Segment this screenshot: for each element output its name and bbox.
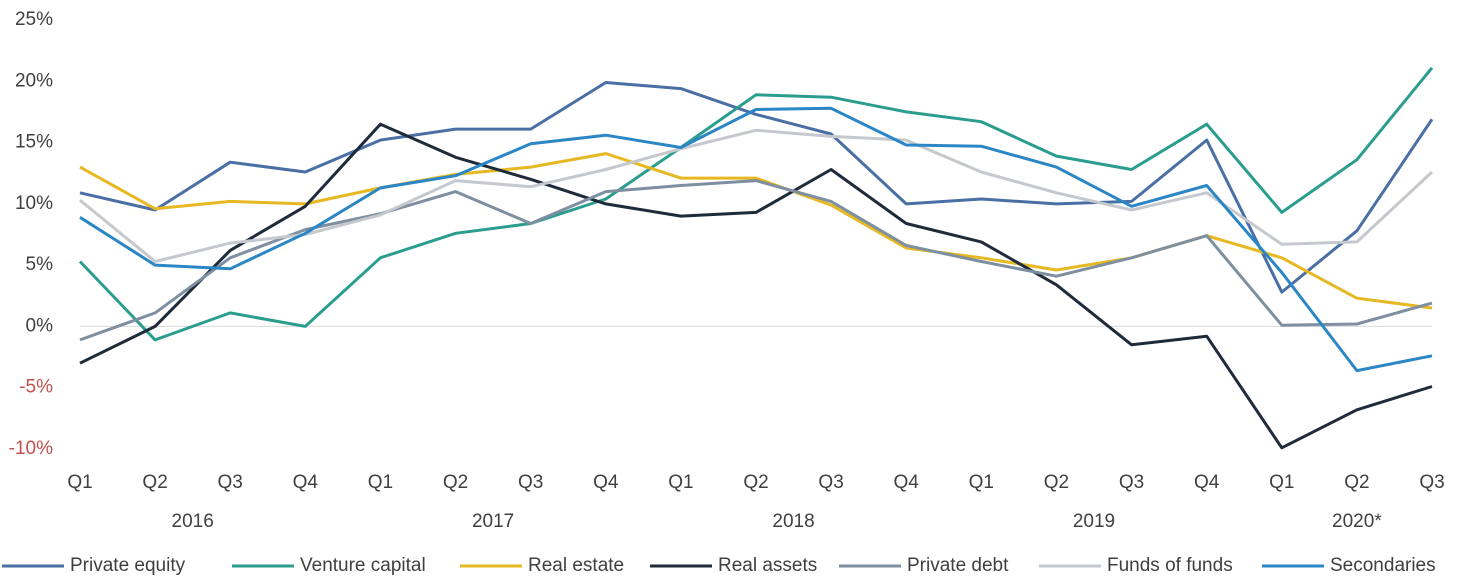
x-tick-label: Q4 xyxy=(894,472,920,493)
x-tick-label: Q4 xyxy=(593,472,619,493)
legend-label: Private debt xyxy=(907,555,1009,576)
x-group-label: 2019 xyxy=(1073,511,1115,532)
x-group-label: 2016 xyxy=(172,511,214,532)
y-tick-label: 5% xyxy=(26,254,54,275)
x-tick-label: Q3 xyxy=(1119,472,1144,493)
y-tick-label: 0% xyxy=(26,315,54,336)
x-tick-label: Q2 xyxy=(1344,472,1369,493)
x-tick-label: Q4 xyxy=(1194,472,1220,493)
y-tick-label: 25% xyxy=(15,9,53,30)
x-group-label: 2018 xyxy=(772,511,814,532)
x-tick-label: Q1 xyxy=(368,472,393,493)
x-tick-label: Q3 xyxy=(818,472,843,493)
x-tick-label: Q2 xyxy=(743,472,768,493)
x-tick-label: Q1 xyxy=(668,472,693,493)
y-tick-label: -10% xyxy=(9,438,53,459)
legend-label: Secondaries xyxy=(1330,555,1436,576)
legend-label: Real estate xyxy=(528,555,624,576)
x-tick-label: Q2 xyxy=(443,472,468,493)
series-line xyxy=(79,81,1434,294)
x-tick-label: Q1 xyxy=(67,472,92,493)
legend-label: Venture capital xyxy=(300,555,426,576)
legend-label: Funds of funds xyxy=(1107,555,1233,576)
y-tick-label: 15% xyxy=(15,132,53,153)
series-line xyxy=(79,152,1433,310)
x-tick-label: Q3 xyxy=(1419,472,1444,493)
legend-label: Real assets xyxy=(718,555,817,576)
x-group-label: 2020* xyxy=(1332,511,1382,532)
x-tick-label: Q1 xyxy=(969,472,994,493)
series-line xyxy=(79,179,1433,342)
series-line xyxy=(79,106,1433,373)
x-tick-label: Q3 xyxy=(218,472,243,493)
x-tick-label: Q3 xyxy=(518,472,543,493)
x-tick-label: Q4 xyxy=(293,472,319,493)
legend-label: Private equity xyxy=(70,555,186,576)
y-tick-label: 20% xyxy=(15,70,53,91)
y-tick-label: -5% xyxy=(19,377,53,398)
x-tick-label: Q2 xyxy=(1044,472,1069,493)
x-group-label: 2017 xyxy=(472,511,514,532)
series-line xyxy=(79,122,1433,450)
y-tick-label: 10% xyxy=(15,193,53,214)
x-tick-label: Q1 xyxy=(1269,472,1294,493)
series-line xyxy=(78,66,1434,342)
x-tick-label: Q2 xyxy=(142,472,167,493)
